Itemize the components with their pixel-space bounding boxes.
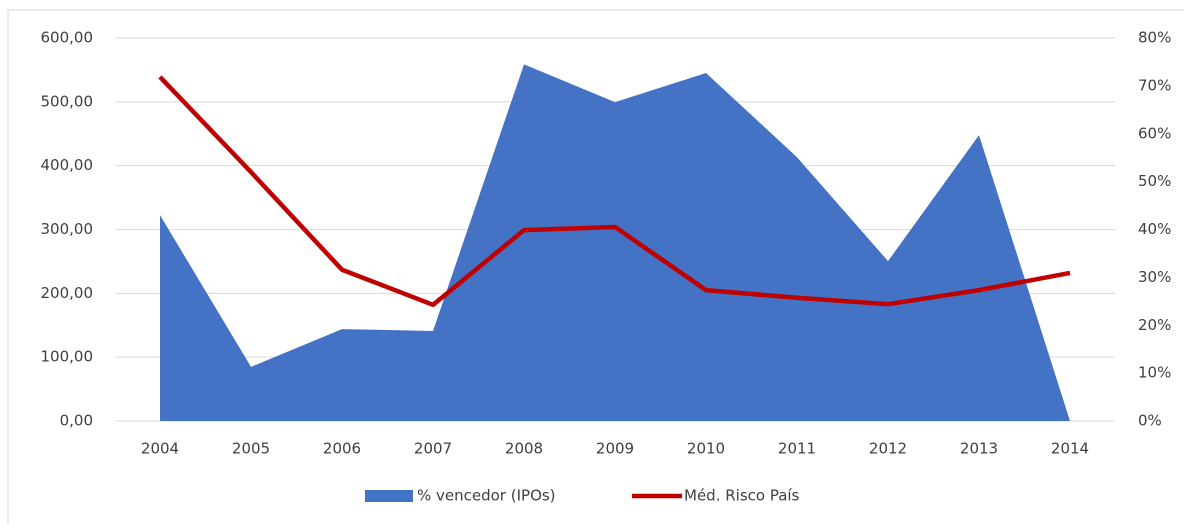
y-tick-label: 600,00 xyxy=(41,29,94,47)
x-tick-label: 2012 xyxy=(869,440,907,458)
y-tick-label: 400,00 xyxy=(41,156,94,174)
y2-tick-label: 80% xyxy=(1138,29,1171,47)
x-tick-label: 2006 xyxy=(323,440,361,458)
y2-tick-label: 10% xyxy=(1138,364,1171,382)
x-tick-label: 2011 xyxy=(778,440,816,458)
y2-tick-label: 70% xyxy=(1138,76,1171,94)
legend-label: Méd. Risco País xyxy=(684,487,800,505)
y2-tick-label: 50% xyxy=(1138,172,1171,190)
y-tick-label: 100,00 xyxy=(41,348,94,366)
y2-tick-label: 20% xyxy=(1138,316,1171,334)
area xyxy=(160,64,1070,422)
legend-swatch xyxy=(365,490,413,502)
y-tick-label: 300,00 xyxy=(41,220,94,238)
y2-tick-label: 0% xyxy=(1138,412,1162,430)
x-tick-label: 2010 xyxy=(687,440,725,458)
legend-label: % vencedor (IPOs) xyxy=(417,487,556,505)
y2-tick-label: 30% xyxy=(1138,268,1171,286)
y2-tick-label: 60% xyxy=(1138,124,1171,142)
y-tick-label: 200,00 xyxy=(41,284,94,302)
x-tick-label: 2008 xyxy=(505,440,543,458)
x-tick-label: 2007 xyxy=(414,440,452,458)
line xyxy=(158,75,1071,308)
x-tick-label: 2005 xyxy=(232,440,270,458)
y-tick-label: 500,00 xyxy=(41,92,94,110)
y2-tick-label: 40% xyxy=(1138,220,1171,238)
x-tick-label: 2014 xyxy=(1051,440,1089,458)
x-tick-label: 2013 xyxy=(960,440,998,458)
x-tick-label: 2009 xyxy=(596,440,634,458)
chart-frame xyxy=(7,9,1184,524)
y-tick-label: 0,00 xyxy=(60,412,93,430)
x-tick-label: 2004 xyxy=(141,440,179,458)
